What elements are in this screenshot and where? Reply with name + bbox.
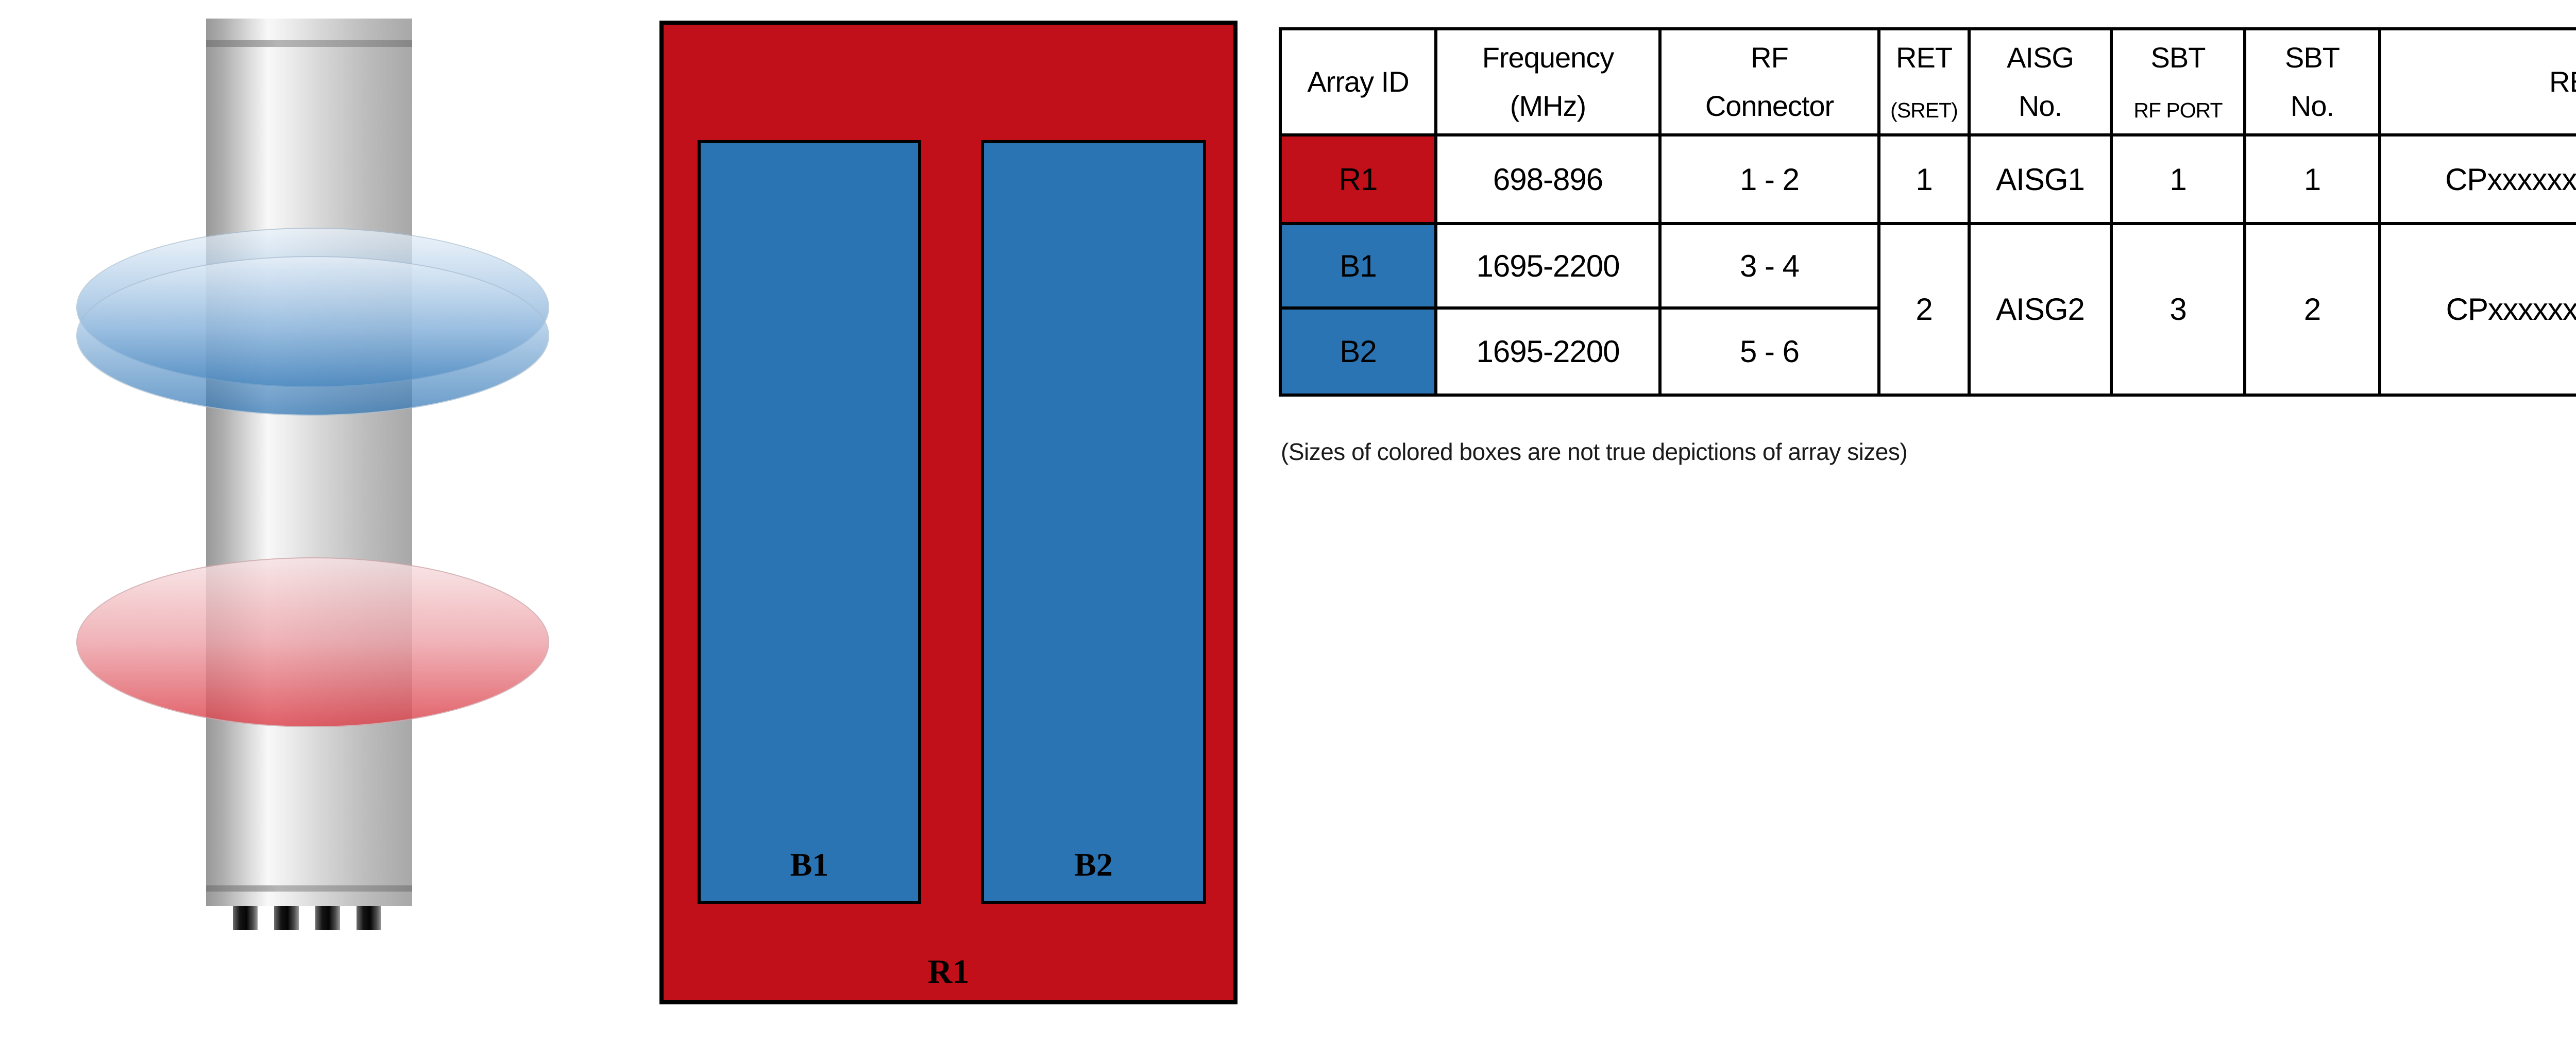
rf-connector-stub-1 [233, 906, 258, 930]
table-header-row: Array ID Frequency (MHz) RF Connector RE… [1279, 27, 2576, 136]
array-layout-b1-box: B1 [698, 140, 921, 904]
antenna-body [206, 19, 412, 906]
col-header-sbt-rf-port: SBT RF PORT [2110, 27, 2246, 136]
blue-beam-ellipse-lower [76, 256, 549, 416]
b-shared-ret-sret-cell: 2 [1877, 222, 1971, 397]
col-header-array-id: Array ID [1279, 27, 1437, 136]
red-beam-ellipse [76, 557, 549, 727]
b-shared-sbt-rf-port-cell: 3 [2110, 222, 2246, 397]
array-spec-table: Array ID Frequency (MHz) RF Connector RE… [1279, 27, 2576, 397]
table-row-b1: B1 1695-2200 3 - 4 2 AISG2 3 2 CPxxxxxxx… [1279, 222, 2576, 397]
antenna-top-cap-stripe [206, 40, 412, 47]
antenna-bottom-stripe [206, 885, 412, 892]
r1-sbt-no-cell: 1 [2243, 133, 2381, 225]
r1-ret-sret-cell: 1 [1877, 133, 1971, 225]
col-header-sbt-no: SBT No. [2243, 27, 2381, 136]
b2-array-id-cell: B2 [1279, 306, 1437, 397]
rf-connector-stub-3 [315, 906, 340, 930]
b1-label: B1 [790, 846, 829, 883]
r1-ret-uid-cell: CPxxxxxxxxxxxxxxxxR1 [2378, 133, 2576, 225]
b2-frequency-cell: 1695-2200 [1434, 306, 1662, 397]
col-header-rf-connector: RF Connector [1658, 27, 1880, 136]
r1-aisg-no-cell: AISG1 [1968, 133, 2113, 225]
array-layout-b2-box: B2 [981, 140, 1206, 904]
b2-rf-connector-cell: 5 - 6 [1658, 306, 1880, 397]
array-layout-r1-box: B1 B2 R1 [659, 21, 1238, 1004]
col-header-ret-uid: RET UID [2378, 27, 2576, 136]
b-shared-aisg-no-cell: AISG2 [1968, 222, 2113, 397]
r1-rf-connector-cell: 1 - 2 [1658, 133, 1880, 225]
b1-array-id-cell: B1 [1279, 222, 1437, 310]
b1-rf-connector-cell: 3 - 4 [1658, 222, 1880, 310]
r1-sbt-rf-port-cell: 1 [2110, 133, 2246, 225]
col-header-frequency: Frequency (MHz) [1434, 27, 1662, 136]
table-row-b2: B2 1695-2200 5 - 6 [1279, 306, 2576, 397]
rf-connector-stub-4 [357, 906, 381, 930]
table-row-r1: R1 698-896 1 - 2 1 AISG1 1 1 CPxxxxxxxxx… [1279, 133, 2576, 225]
rf-connector-stub-2 [274, 906, 299, 930]
antenna-illustration [0, 0, 567, 1040]
antenna-svg [76, 19, 549, 930]
b2-label: B2 [1074, 846, 1113, 883]
r1-frequency-cell: 698-896 [1434, 133, 1662, 225]
col-header-ret-sret: RET (SRET) [1877, 27, 1971, 136]
b-shared-ret-uid-cell: CPxxxxxxxxxxxxxxxxB1 [2378, 222, 2576, 397]
r1-array-id-cell: R1 [1279, 133, 1437, 225]
r1-label: R1 [927, 953, 970, 990]
col-header-aisg-no: AISG No. [1968, 27, 2113, 136]
b-shared-sbt-no-cell: 2 [2243, 222, 2381, 397]
array-size-note: (Sizes of colored boxes are not true dep… [1281, 438, 1908, 465]
b1-frequency-cell: 1695-2200 [1434, 222, 1662, 310]
